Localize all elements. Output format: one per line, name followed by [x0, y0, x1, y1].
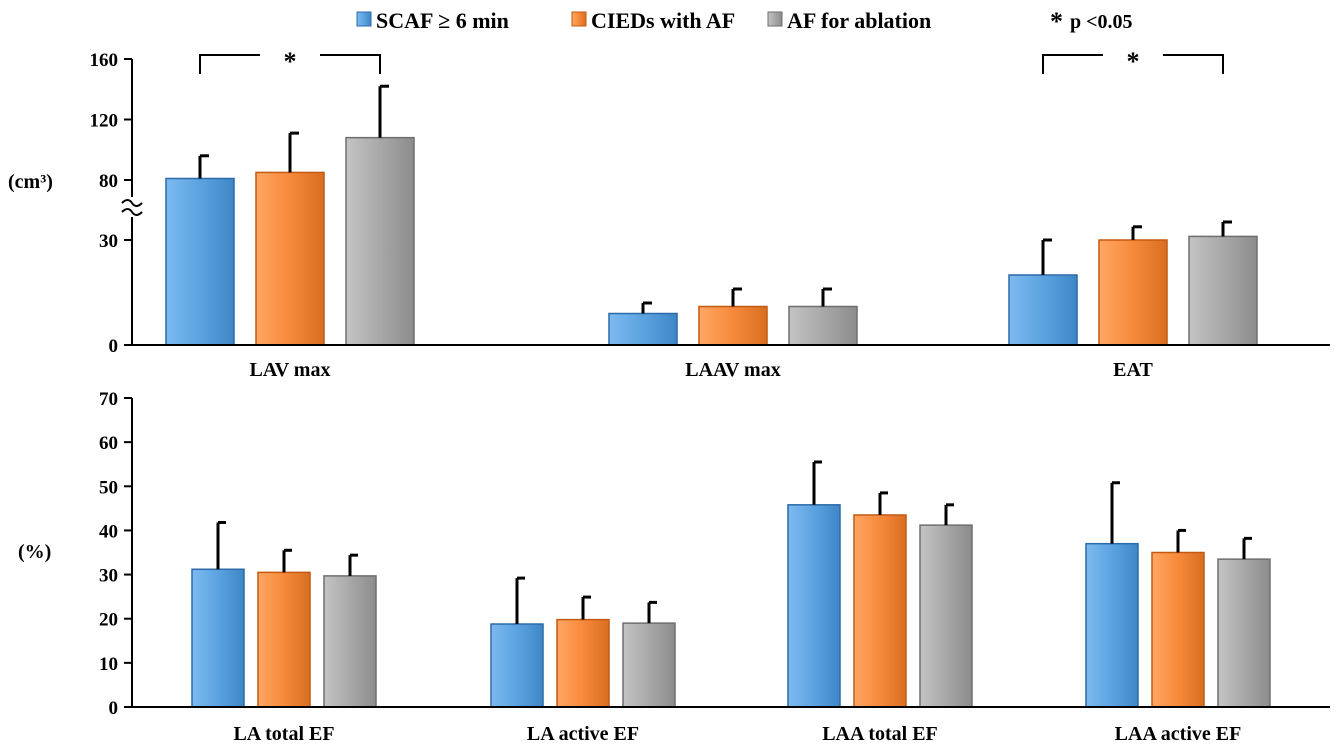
bottom-bar	[323, 575, 377, 708]
bottom-bar	[490, 623, 544, 708]
bottom-y-tick-label: 40	[99, 521, 118, 542]
legend-swatch-0	[356, 11, 372, 27]
bottom-y-ticks: 0 10 20 30 40 50 60 70	[99, 389, 132, 719]
top-y-tick-label: 160	[90, 50, 119, 71]
bottom-category-label: LAA total EF	[822, 723, 938, 745]
bottom-category-label: LAA active EF	[1115, 723, 1242, 745]
legend-label-1: CIEDs with AF	[591, 8, 735, 33]
top-significance: * *	[199, 47, 1224, 76]
bottom-bar	[191, 568, 245, 708]
top-bar	[698, 305, 768, 346]
bottom-bar	[1085, 542, 1139, 708]
bottom-bar	[1217, 558, 1271, 708]
bottom-bar	[622, 622, 676, 708]
bottom-bars	[191, 460, 1271, 708]
legend-label-2: AF for ablation	[787, 8, 931, 33]
bottom-category-label: LA total EF	[233, 723, 334, 745]
top-bar	[165, 177, 235, 346]
bottom-y-tick-label: 10	[99, 654, 118, 675]
bottom-y-tick-label: 0	[109, 698, 119, 719]
bottom-bar	[919, 524, 973, 708]
significance-star: *	[1127, 47, 1140, 76]
legend: SCAF ≥ 6 min CIEDs with AF AF for ablati…	[356, 8, 931, 33]
top-bar	[1098, 239, 1168, 346]
axis-break-mark	[120, 197, 146, 217]
top-bars	[165, 84, 1258, 346]
bottom-bar	[556, 618, 610, 708]
significance-bracket	[199, 54, 381, 74]
bottom-y-tick-label: 70	[99, 389, 118, 410]
significance-note: * p <0.05	[1050, 7, 1133, 36]
legend-swatch-1	[571, 11, 587, 27]
bottom-panel-ylabel: (%)	[18, 541, 51, 563]
top-bar	[1188, 235, 1258, 346]
significance-bracket	[1042, 54, 1224, 74]
top-categories: LAV max LAAV max EAT	[250, 359, 1154, 381]
top-bar	[255, 171, 325, 346]
bottom-categories: LA total EF LA active EF LAA total EF LAA a…	[233, 723, 1241, 745]
significance-note-text: p <0.05	[1070, 11, 1133, 33]
top-bar	[788, 305, 858, 346]
significance-star: *	[284, 47, 297, 76]
top-category-label: LAV max	[250, 359, 331, 381]
top-category-label: LAAV max	[685, 359, 780, 381]
top-y-tick-label: 0	[109, 336, 119, 357]
top-bar	[608, 312, 678, 346]
top-y-tick-label: 80	[99, 171, 118, 192]
significance-note-star: *	[1050, 7, 1063, 36]
bottom-panel: (%) 0 10 20 30 40 50 60 70 LA total EF LA active…	[18, 389, 1330, 745]
legend-swatch-2	[767, 11, 783, 27]
legend-label-0: SCAF ≥ 6 min	[376, 8, 509, 33]
top-y-ticks: 0 30 80 120 160	[90, 50, 132, 357]
top-panel-ylabel: (cm³)	[8, 171, 53, 193]
bottom-y-tick-label: 50	[99, 477, 118, 498]
bottom-category-label: LA active EF	[527, 723, 639, 745]
bottom-bar	[787, 504, 841, 708]
bottom-y-tick-label: 20	[99, 610, 118, 631]
bottom-bar	[853, 514, 907, 708]
bottom-bar	[1151, 551, 1205, 708]
top-bar	[345, 136, 415, 346]
bottom-bar	[257, 571, 311, 708]
bottom-y-tick-label: 30	[99, 566, 118, 587]
top-y-tick-label: 30	[99, 231, 118, 252]
top-bar	[1008, 274, 1078, 346]
top-y-tick-label: 120	[90, 111, 119, 132]
bottom-y-tick-label: 60	[99, 433, 118, 454]
top-category-label: EAT	[1113, 359, 1153, 381]
